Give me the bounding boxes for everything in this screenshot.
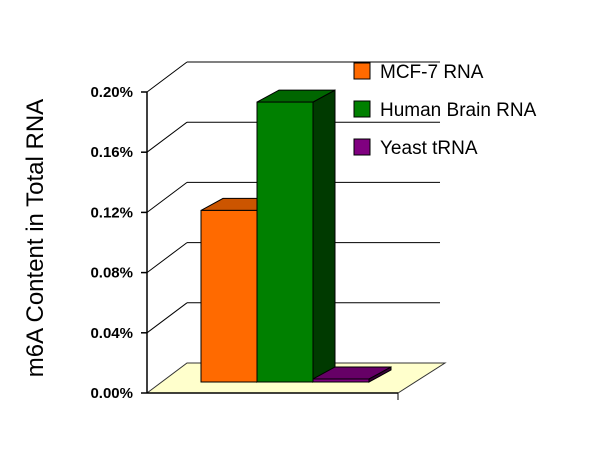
legend: MCF-7 RNA Human Brain RNA Yeast tRNA: [353, 62, 537, 159]
y-tick-label: 0.16%: [90, 144, 133, 161]
bar-front: [256, 101, 314, 383]
legend-item: MCF-7 RNA: [353, 62, 484, 83]
y-tick-label: 0.12%: [90, 204, 133, 221]
legend-item: Yeast tRNA: [353, 138, 478, 159]
y-tick-label: 0.20%: [90, 84, 133, 101]
bar-front: [200, 209, 258, 383]
bar-human-brain-rna: [256, 89, 336, 383]
legend-item: Human Brain RNA: [353, 100, 537, 121]
legend-swatch: [353, 100, 371, 118]
legend-label: Human Brain RNA: [380, 100, 537, 121]
gridline-depth: [146, 302, 188, 334]
gridline-depth: [146, 242, 188, 274]
y-ticks: 0.00% 0.04% 0.08% 0.12% 0.16% 0.20%: [90, 84, 147, 402]
y-tick-label: 0.00%: [90, 385, 133, 402]
legend-label: MCF-7 RNA: [380, 62, 484, 83]
bars: [200, 89, 392, 383]
bar-front: [312, 378, 370, 383]
gridline-depth: [146, 181, 188, 213]
legend-swatch: [353, 62, 371, 80]
y-tick-label: 0.04%: [90, 325, 133, 342]
legend-swatch: [353, 138, 371, 156]
axes: [146, 92, 398, 394]
bar-yeast-trna: [312, 366, 392, 383]
y-axis-title: m6A Content in Total RNA: [22, 99, 49, 377]
y-tick-label: 0.08%: [90, 265, 133, 282]
bar-side: [312, 89, 336, 383]
gridline-depth: [146, 61, 188, 93]
legend-label: Yeast tRNA: [380, 138, 478, 159]
gridline-depth: [146, 121, 188, 153]
